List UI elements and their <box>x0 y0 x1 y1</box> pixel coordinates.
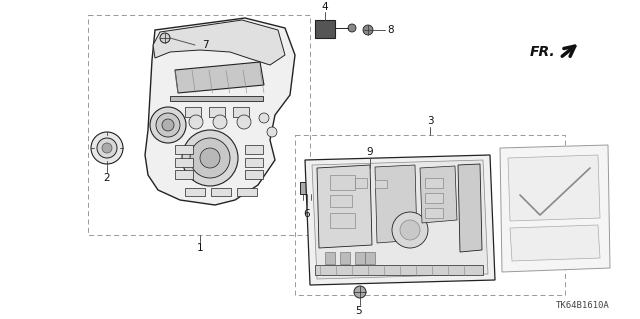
Circle shape <box>91 132 123 164</box>
Bar <box>425 193 443 203</box>
Bar <box>330 213 355 228</box>
Circle shape <box>213 115 227 129</box>
Bar <box>375 180 387 188</box>
Circle shape <box>363 25 373 35</box>
Bar <box>185 188 205 196</box>
Circle shape <box>348 24 356 32</box>
Text: 8: 8 <box>388 25 394 35</box>
Circle shape <box>267 127 277 137</box>
Bar <box>325 252 335 264</box>
Bar <box>88 15 310 235</box>
Circle shape <box>156 113 180 137</box>
Bar <box>300 182 314 194</box>
Circle shape <box>200 148 220 168</box>
Circle shape <box>259 113 269 123</box>
Circle shape <box>392 212 428 248</box>
Bar <box>355 178 367 188</box>
Circle shape <box>102 143 112 153</box>
Bar <box>245 170 263 179</box>
Text: 6: 6 <box>304 209 310 219</box>
Bar <box>170 96 263 101</box>
Bar <box>175 170 193 179</box>
Bar <box>175 158 193 167</box>
Bar <box>365 252 375 264</box>
Text: 2: 2 <box>104 173 110 183</box>
Bar <box>355 252 365 264</box>
Circle shape <box>189 115 203 129</box>
Bar <box>315 265 483 275</box>
Polygon shape <box>175 62 264 93</box>
Circle shape <box>160 33 170 43</box>
Text: 3: 3 <box>427 116 433 126</box>
Text: 9: 9 <box>367 147 373 157</box>
Text: 5: 5 <box>355 306 362 316</box>
Polygon shape <box>420 166 457 223</box>
Bar <box>425 208 443 218</box>
Circle shape <box>190 138 230 178</box>
Polygon shape <box>312 160 488 279</box>
Text: TK64B1610A: TK64B1610A <box>556 301 610 310</box>
Circle shape <box>182 130 238 186</box>
Polygon shape <box>458 164 482 252</box>
Polygon shape <box>500 145 610 272</box>
Bar <box>340 252 350 264</box>
Circle shape <box>150 107 186 143</box>
Polygon shape <box>510 225 600 261</box>
Bar <box>425 178 443 188</box>
Bar <box>211 188 231 196</box>
Bar <box>209 107 225 117</box>
Text: 7: 7 <box>202 40 208 50</box>
Circle shape <box>400 220 420 240</box>
Bar <box>237 188 257 196</box>
Text: FR.: FR. <box>529 45 555 59</box>
Circle shape <box>162 119 174 131</box>
Bar <box>245 158 263 167</box>
Bar <box>295 135 565 295</box>
Polygon shape <box>508 155 600 221</box>
Polygon shape <box>145 18 295 205</box>
Bar <box>233 107 249 117</box>
Circle shape <box>97 138 117 158</box>
Polygon shape <box>305 155 495 285</box>
Bar <box>245 145 263 154</box>
Bar <box>330 175 355 190</box>
Bar <box>185 107 201 117</box>
Polygon shape <box>153 20 285 65</box>
Text: 1: 1 <box>196 243 204 253</box>
Text: 4: 4 <box>322 2 328 12</box>
Polygon shape <box>375 165 417 243</box>
Bar <box>330 195 352 207</box>
Circle shape <box>354 286 366 298</box>
Bar <box>175 145 193 154</box>
Polygon shape <box>317 165 372 248</box>
Bar <box>315 20 335 38</box>
Circle shape <box>237 115 251 129</box>
